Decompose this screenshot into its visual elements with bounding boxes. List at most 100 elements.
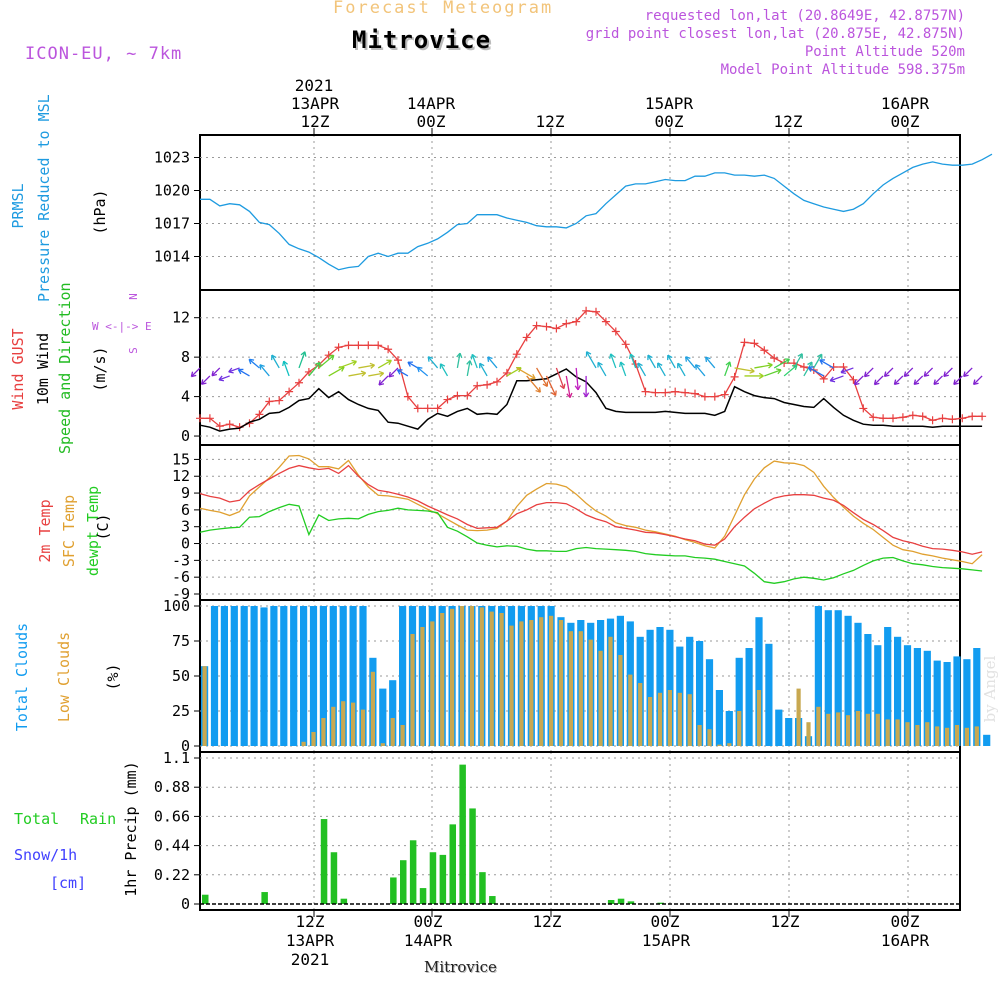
dewpt-line <box>199 503 983 584</box>
wind-arrow-head <box>667 354 673 361</box>
wind-arrow-head <box>619 361 625 368</box>
temp-2m-line <box>199 464 983 555</box>
total-clouds-bar <box>943 662 951 746</box>
time-tick-bottom-0: 12Z <box>295 912 325 931</box>
y-tick-label: 75 <box>172 632 190 650</box>
total-clouds-bar <box>725 711 733 746</box>
gust-marker <box>621 340 630 349</box>
y-tick-label: 1.1 <box>163 749 190 767</box>
precip-total-label: Total <box>14 810 60 828</box>
wind-arrow-shaft <box>407 361 419 369</box>
y-tick-label: -6 <box>172 568 190 586</box>
low-clouds-bar <box>974 726 979 746</box>
wind-arrow <box>259 364 270 377</box>
wind-arrow <box>237 368 250 377</box>
time-tick-top-1: 00Z <box>416 112 446 131</box>
gust-marker <box>225 420 234 429</box>
gust-marker <box>819 374 828 383</box>
wind-arrow <box>883 367 894 378</box>
gust-marker <box>641 387 650 396</box>
wind-arrow <box>863 367 874 378</box>
wind-arrow-shaft <box>348 372 366 377</box>
total-clouds-bar <box>884 627 892 746</box>
time-tick-top-0: 12Z <box>300 112 330 131</box>
rain-bar <box>419 888 427 904</box>
low-clouds-bar <box>954 725 960 746</box>
gust-marker <box>898 413 907 422</box>
time-tick-date-top-3: 15APR <box>644 94 694 113</box>
gust-marker <box>978 412 987 421</box>
wind-arrow-head <box>775 368 782 375</box>
total-clouds-bar <box>864 634 872 746</box>
gust-marker <box>720 390 729 399</box>
wind-arrow-shaft <box>575 367 579 390</box>
total-clouds-bar <box>705 659 714 746</box>
wind-arrow <box>923 367 934 377</box>
wind-arrow-head <box>551 390 557 397</box>
rain-bar <box>400 860 407 904</box>
wind-arrow-shaft <box>854 375 864 386</box>
wind-arrow <box>396 369 409 377</box>
wind-arrow-head <box>784 358 791 364</box>
wind-arrow <box>684 356 696 369</box>
total-clouds-bar <box>329 606 337 746</box>
low-clouds-bar <box>430 621 435 746</box>
wind-arrow-head <box>972 379 979 386</box>
low-clouds-bar <box>410 634 415 746</box>
low-clouds-bar <box>905 722 910 746</box>
wind-arrow <box>628 353 637 369</box>
wind-arrow <box>536 367 549 388</box>
low-clouds-bar <box>420 627 425 746</box>
low-clouds-bar <box>895 719 900 746</box>
wind-arrow-head <box>609 353 615 359</box>
wind-arrow-shaft <box>874 375 884 386</box>
total-clouds-bar <box>250 606 258 746</box>
wind-arrow <box>764 368 782 377</box>
wind-arrow-shaft <box>610 353 617 369</box>
wind-arrow <box>358 362 375 369</box>
low-clouds-bar <box>667 690 672 746</box>
wind-arrow-shaft <box>417 366 429 377</box>
wind-arrow-shaft <box>637 362 647 377</box>
total-clouds-bar <box>220 606 228 746</box>
rain-bar <box>409 840 417 904</box>
wind-arrow-shaft <box>695 364 706 377</box>
wind-arrow <box>407 361 419 369</box>
wind-arrow <box>933 375 943 386</box>
wind-arrow <box>773 358 791 369</box>
wind-arrow-head <box>479 362 485 369</box>
gust-marker <box>889 414 897 423</box>
wind-arrow <box>582 375 590 398</box>
wind-arrow-head <box>657 362 663 368</box>
y-tick-label: -3 <box>172 551 190 569</box>
rain-bar <box>617 898 625 904</box>
wind-arrow-shaft <box>328 366 345 377</box>
wind-arrow <box>388 367 399 378</box>
y-tick-label: 6 <box>181 501 190 519</box>
low-clouds-bar <box>826 713 831 746</box>
low-clouds-bar <box>360 709 366 746</box>
wind-arrow <box>526 375 541 393</box>
wind-arrow-head <box>427 356 434 362</box>
wind-arrow <box>803 361 813 377</box>
gust-marker <box>542 322 551 331</box>
wind-arrow-shaft <box>378 375 389 386</box>
low-clouds-bar <box>727 743 732 746</box>
wind-arrow <box>427 356 439 369</box>
gust-marker <box>859 404 868 413</box>
model-label: ICON-EU, ~ 7km <box>25 44 183 64</box>
total-clouds-bar <box>844 615 852 746</box>
rain-bar <box>607 900 615 904</box>
wind-arrow-shaft <box>555 367 565 389</box>
low-clouds-bar <box>717 744 722 746</box>
total-clouds-bar <box>666 629 674 746</box>
wind-arrow-shaft <box>754 364 773 369</box>
y-tick-label: 100 <box>163 597 190 615</box>
time-tick-year-bottom: 2021 <box>290 950 330 969</box>
y-tick-label: 0 <box>181 895 190 913</box>
rain-bar <box>479 872 486 904</box>
wind-arrow-head <box>705 356 711 363</box>
gust-marker <box>493 377 501 386</box>
low-clouds-bar <box>885 719 890 746</box>
gust-marker <box>354 341 363 350</box>
